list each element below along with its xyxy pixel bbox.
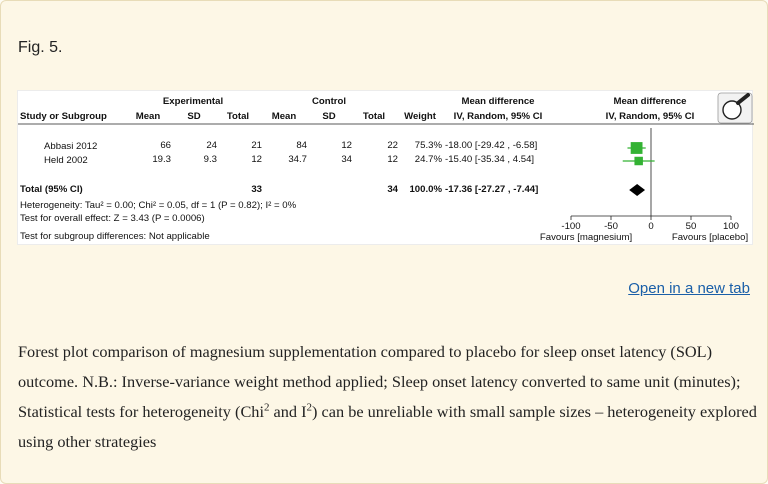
cell-weight: 75.3% [415, 140, 443, 151]
overall-effect-text: Test for overall effect: Z = 3.43 (P = 0… [20, 213, 205, 224]
caption-part-1: Forest plot comparison of magnesium supp… [18, 342, 741, 421]
study-name: Abbasi 2012 [44, 141, 97, 152]
study-marker [630, 142, 643, 154]
cell-sd1: 9.3 [204, 154, 217, 165]
forest-plot-image[interactable]: Experimental Control Mean difference Mea… [17, 90, 754, 245]
total-n1: 33 [251, 184, 262, 195]
cell-ci: -18.00 [-29.42 , -6.58] [445, 140, 537, 151]
cell-sd1: 24 [206, 140, 217, 151]
magnifier-icon [722, 93, 750, 120]
caption-sup-1: 2 [263, 401, 270, 414]
col-ci-left: IV, Random, 95% CI [454, 111, 543, 122]
col-mean1: Mean [136, 111, 161, 122]
col-sd1: SD [187, 111, 200, 122]
axis-tick-label: 100 [723, 221, 739, 232]
study-name: Held 2002 [44, 155, 88, 166]
total-n2: 34 [387, 184, 398, 195]
col-sd2: SD [322, 111, 335, 122]
table-row: Abbasi 2012 66 24 21 84 12 22 75.3% -18.… [44, 140, 537, 152]
axis-tick-label: 0 [648, 221, 653, 232]
cell-ci: -15.40 [-35.34 , 4.54] [445, 154, 534, 165]
total-weight: 100.0% [409, 184, 442, 195]
header-control: Control [312, 96, 346, 107]
cell-mean1: 66 [160, 140, 171, 151]
axis-tick-label: -50 [604, 221, 618, 232]
summary-diamond [629, 184, 646, 196]
cell-total2: 12 [387, 154, 398, 165]
cell-sd2: 34 [341, 154, 352, 165]
header-md-left: Mean difference [461, 96, 534, 107]
caption-part-2: and I [269, 402, 307, 421]
favours-right: Favours [placebo] [672, 232, 748, 243]
cell-total2: 22 [387, 140, 398, 151]
forest-plot-area: -100 -50 0 50 100 [561, 128, 739, 232]
cell-weight: 24.7% [415, 154, 443, 165]
caption-sup-2: 2 [306, 401, 313, 414]
total-ci: -17.36 [-27.27 , -7.44] [445, 184, 538, 195]
forest-plot: Experimental Control Mean difference Mea… [18, 92, 754, 243]
table-row: Held 2002 19.3 9.3 12 34.7 34 12 24.7% -… [44, 154, 534, 166]
total-row: Total (95% CI) 33 34 100.0% -17.36 [-27.… [20, 184, 538, 195]
col-total1: Total [227, 111, 249, 122]
favours-left: Favours [magnesium] [540, 232, 632, 243]
heterogeneity-text: Heterogeneity: Tau² = 0.00; Chi² = 0.05,… [20, 200, 297, 211]
header-experimental: Experimental [163, 96, 223, 107]
cell-total1: 21 [251, 140, 262, 151]
axis-tick-label: 50 [686, 221, 697, 232]
figure-caption: Forest plot comparison of magnesium supp… [18, 337, 758, 457]
study-marker [634, 156, 643, 166]
open-in-new-tab-link[interactable]: Open in a new tab [628, 280, 750, 297]
subgroup-text: Test for subgroup differences: Not appli… [20, 231, 210, 242]
col-mean2: Mean [272, 111, 297, 122]
caption-part-3: ) can be unreliable with small sample si… [18, 402, 757, 451]
cell-sd2: 12 [341, 140, 352, 151]
col-ci-right: IV, Random, 95% CI [606, 111, 695, 122]
col-total2: Total [363, 111, 385, 122]
axis-tick-label: -100 [561, 221, 580, 232]
col-weight: Weight [404, 111, 437, 122]
cell-total1: 12 [251, 154, 262, 165]
cell-mean2: 84 [296, 140, 307, 151]
cell-mean2: 34.7 [288, 154, 307, 165]
cell-mean1: 19.3 [152, 154, 171, 165]
total-label: Total (95% CI) [20, 184, 83, 195]
figure-label: Fig. 5. [18, 39, 63, 56]
header-md-right: Mean difference [613, 96, 686, 107]
zoom-button[interactable] [717, 92, 753, 124]
col-study: Study or Subgroup [20, 111, 107, 122]
